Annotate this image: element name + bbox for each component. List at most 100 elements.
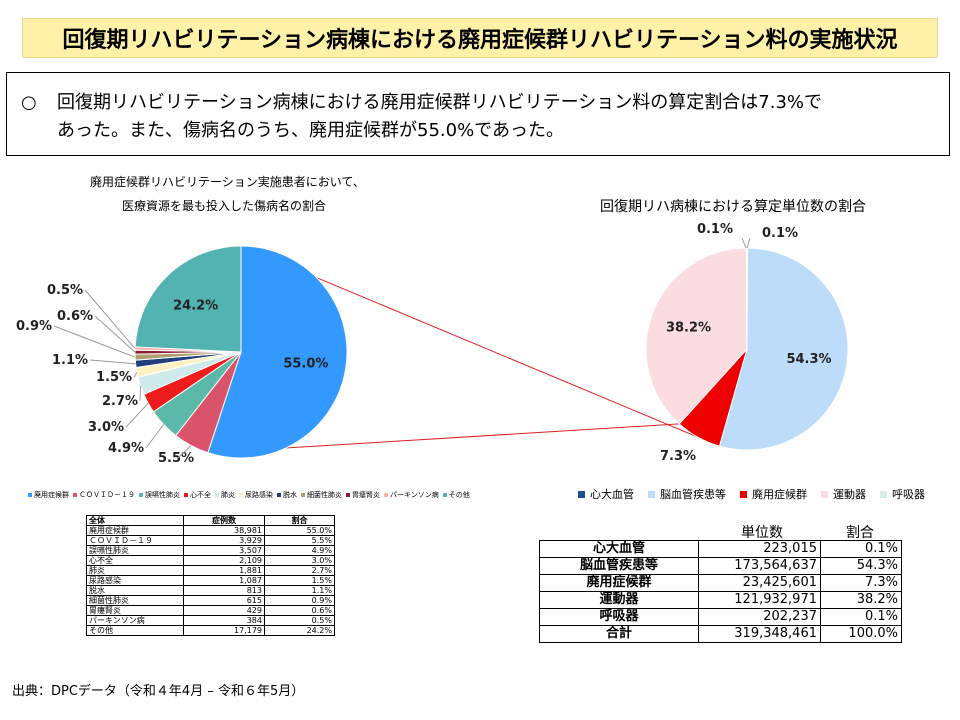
leader-line	[94, 315, 136, 353]
legend-item: 心不全	[184, 490, 211, 500]
pie-data-label: 1.5%	[96, 370, 132, 385]
table-row: 尿路感染 1,087 1.5%	[86, 575, 335, 586]
legend-swatch	[301, 493, 305, 497]
pie-data-label: 3.0%	[88, 420, 124, 435]
table-cell: 173,564,637	[698, 557, 821, 575]
summary-bullet: ○	[21, 92, 37, 113]
table-row: 心大血管 223,015 0.1%	[539, 540, 902, 558]
legend-label: 運動器	[833, 488, 866, 501]
table-cell: 7.3%	[820, 574, 902, 592]
table-row: 合計 319,348,461 100.0%	[539, 625, 902, 643]
right-pie-chart	[645, 247, 849, 451]
table-row: 運動器 121,932,971 38.2%	[539, 591, 902, 609]
table-row: ＣＯＶＩＤ－１９ 3,929 5.5%	[86, 535, 335, 546]
leader-line	[133, 372, 138, 378]
table-row: 心不全 2,109 3.0%	[86, 555, 335, 566]
legend-swatch	[821, 490, 828, 498]
table-cell: 319,348,461	[698, 625, 821, 643]
legend-swatch	[215, 493, 219, 497]
legend-swatch	[239, 493, 243, 497]
pie-data-label: 5.5%	[158, 451, 194, 466]
pie-slice	[645, 247, 748, 425]
leader-line	[53, 325, 136, 358]
legend-item: 運動器	[821, 486, 866, 502]
legend-item: 心大血管	[578, 486, 634, 502]
table-cell: 胃瘻腎炎	[86, 605, 184, 616]
table-cell: 38.2%	[820, 591, 902, 609]
table-cell: 4.9%	[264, 545, 335, 556]
legend-swatch	[880, 490, 887, 498]
legend-item: 呼吸器	[880, 486, 925, 502]
table-cell: 心大血管	[539, 540, 699, 558]
table-row: パーキンソン病 384 0.5%	[86, 615, 335, 626]
table-cell: 廃用症候群	[539, 574, 699, 592]
table-cell: 615	[183, 595, 265, 606]
leader-line	[746, 237, 751, 249]
table-cell: 心不全	[86, 555, 184, 566]
table-cell: 脱水	[86, 585, 184, 596]
pie-slice	[207, 245, 348, 459]
legend-swatch	[73, 493, 77, 497]
table-cell: 脳血管疾患等	[539, 557, 699, 575]
legend-swatch	[648, 490, 655, 498]
legend-item: 肺炎	[215, 490, 235, 500]
table-cell: 呼吸器	[539, 608, 699, 626]
pie-data-label: 0.6%	[57, 309, 93, 324]
table-cell: 202,237	[698, 608, 821, 626]
legend-label: その他	[448, 491, 470, 499]
table-cell: 合計	[539, 625, 699, 643]
leader-line	[139, 385, 142, 402]
right-table-header-units: 単位数	[741, 525, 783, 541]
table-row: その他 17,179 24.2%	[86, 625, 335, 636]
pie-data-label: 0.1%	[697, 222, 733, 237]
leader-line	[84, 289, 136, 349]
legend-swatch	[740, 490, 747, 498]
pie-data-label: 2.7%	[102, 394, 138, 409]
left-chart-legend: 廃用症候群 ＣＯＶＩＤ－１９ 誤嚥性肺炎 心不全 肺炎 尿路感染 脱水 細菌性肺炎 胃瘻腎炎 パー…	[28, 490, 470, 500]
table-row: 脱水 813 1.1%	[86, 585, 335, 596]
table-cell: 廃用症候群	[86, 525, 184, 536]
left-chart-caption: 廃用症候群リハビリテーション実施患者において、 医療資源を最も投入した傷病名の割…	[90, 170, 400, 218]
legend-item: 脱水	[277, 490, 297, 500]
leader-line	[145, 424, 165, 449]
table-cell: 23,425,601	[698, 574, 821, 592]
legend-label: 誤嚥性肺炎	[145, 491, 180, 499]
table-row: 脳血管疾患等 173,564,637 54.3%	[539, 557, 902, 575]
table-cell: 384	[183, 615, 265, 626]
table-row: 胃瘻腎炎 429 0.6%	[86, 605, 335, 616]
table-cell: パーキンソン病	[86, 615, 184, 626]
table-cell: ＣＯＶＩＤ－１９	[86, 535, 184, 546]
leader-line	[89, 359, 136, 365]
legend-item: 胃瘻腎炎	[346, 490, 380, 500]
left-caption-line-2: 医療資源を最も投入した傷病名の割合	[122, 199, 327, 213]
legend-label: 胃瘻腎炎	[352, 491, 380, 499]
summary-box: ○ 回復期リハビリテーション病棟における廃用症候群リハビリテーション料の算定割合は…	[6, 72, 950, 156]
table-cell: 誤嚥性肺炎	[86, 545, 184, 556]
pie-data-label: 0.9%	[16, 319, 52, 334]
legend-swatch	[139, 493, 143, 497]
table-row: 呼吸器 202,237 0.1%	[539, 608, 902, 626]
table-cell: 1.5%	[264, 575, 335, 586]
table-cell: 54.3%	[820, 557, 902, 575]
table-cell: その他	[86, 625, 184, 636]
pie-data-label: 24.2%	[173, 298, 218, 313]
right-data-table: 心大血管 223,015 0.1% 脳血管疾患等 173,564,637 54.3% 廃用症…	[539, 540, 902, 643]
table-cell: 121,932,971	[698, 591, 821, 609]
legend-swatch	[384, 493, 388, 497]
legend-label: ＣＯＶＩＤ－１９	[79, 491, 135, 499]
pie-data-label: 0.1%	[762, 226, 798, 241]
leader-line	[177, 445, 192, 459]
left-pie-chart	[134, 245, 348, 459]
legend-swatch	[184, 493, 188, 497]
legend-item: 廃用症候群	[740, 486, 807, 502]
legend-item: 誤嚥性肺炎	[139, 490, 180, 500]
table-row: 細菌性肺炎 615 0.9%	[86, 595, 335, 606]
pie-slice	[134, 245, 242, 353]
legend-label: 呼吸器	[892, 488, 925, 501]
pie-data-label: 0.5%	[47, 283, 83, 298]
legend-item: 脳血管疾患等	[648, 486, 726, 502]
table-cell: 0.6%	[264, 605, 335, 616]
table-cell: 223,015	[698, 540, 821, 558]
summary-text-1: 回復期リハビリテーション病棟における廃用症候群リハビリテーション料の算定割合は7…	[57, 92, 823, 113]
